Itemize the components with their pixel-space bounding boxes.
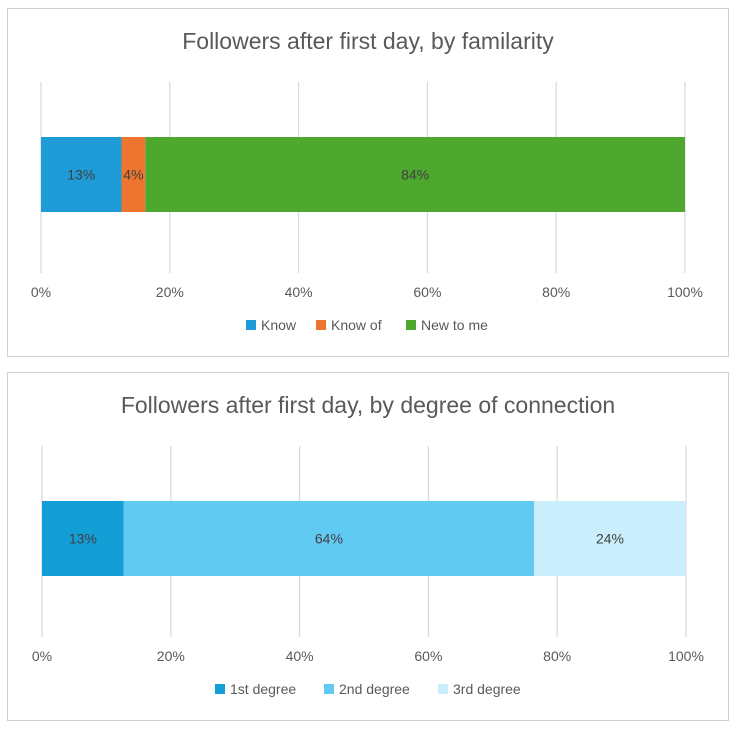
legend-label-new-to-me: New to me [421,317,488,333]
bar-segment-2nd-degree [123,501,535,576]
x-tick-label: 0% [32,648,52,664]
legend-swatch-know-of [316,320,326,330]
chart-title: Followers after first day, by familarity [182,28,554,54]
x-tick-label: 40% [285,284,313,300]
chart-title: Followers after first day, by degree of … [121,392,615,418]
data-label-3rd-degree: 24% [596,531,624,547]
x-tick-label: 60% [414,648,442,664]
legend-swatch-new-to-me [406,320,416,330]
data-label-know: 13% [67,167,95,183]
bar-segment-know-of [121,137,146,212]
legend-label-know-of: Know of [331,317,382,333]
bar-segment-1st-degree [42,501,124,576]
bar-segment-3rd-degree [534,501,686,576]
connection-chart-panel: Followers after first day, by degree of … [7,372,729,721]
x-tick-label: 0% [31,284,51,300]
x-tick-label: 20% [156,284,184,300]
data-label-new-to-me: 84% [401,167,429,183]
x-tick-label: 80% [543,648,571,664]
x-tick-label: 40% [286,648,314,664]
x-tick-label: 80% [542,284,570,300]
legend-label-2nd-degree: 2nd degree [339,681,410,697]
data-label-2nd-degree: 64% [315,531,343,547]
familiarity-chart: Followers after first day, by familarity… [31,28,703,333]
x-tick-label: 20% [157,648,185,664]
bar-segment-know [41,137,122,212]
legend-label-1st-degree: 1st degree [230,681,296,697]
familiarity-chart-panel: Followers after first day, by familarity… [7,8,729,357]
legend-swatch-2nd-degree [324,684,334,694]
x-tick-label: 60% [413,284,441,300]
x-tick-label: 100% [667,284,703,300]
legend-label-3rd-degree: 3rd degree [453,681,521,697]
data-label-1st-degree: 13% [69,531,97,547]
connection-chart: Followers after first day, by degree of … [32,392,704,697]
legend-swatch-3rd-degree [438,684,448,694]
data-label-know-of: 4% [123,167,143,183]
legend-swatch-know [246,320,256,330]
x-tick-label: 100% [668,648,704,664]
bar-segment-new-to-me [145,137,685,212]
legend-label-know: Know [261,317,297,333]
legend-swatch-1st-degree [215,684,225,694]
